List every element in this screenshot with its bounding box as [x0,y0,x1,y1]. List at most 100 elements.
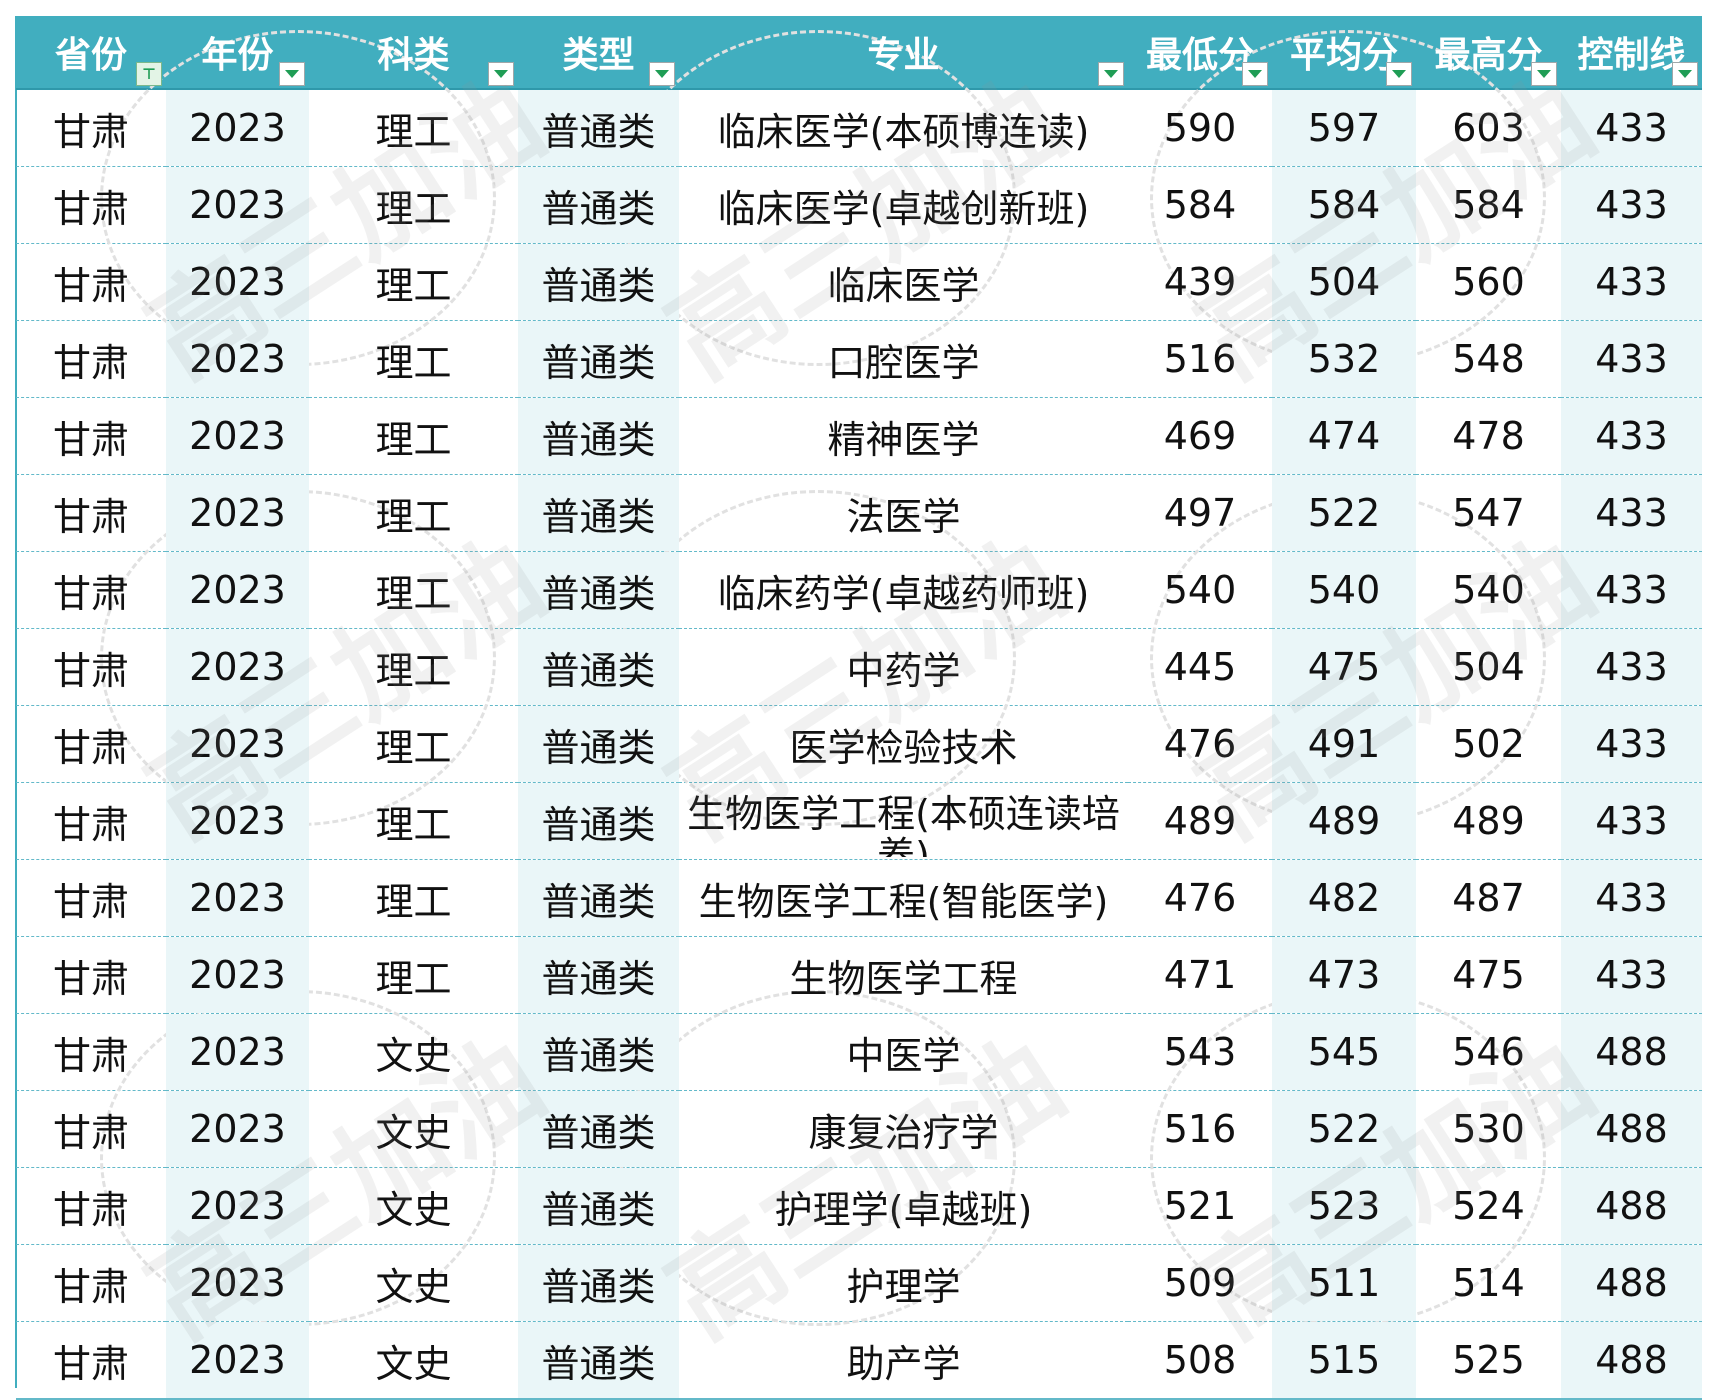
cell-major[interactable]: 临床医学(卓越创新班) [679,166,1128,244]
cell-avg-score[interactable]: 482 [1272,859,1416,937]
cell-admission-type[interactable]: 普通类 [518,859,679,937]
cell-province[interactable]: 甘肃 [16,628,166,706]
cell-admission-type[interactable]: 普通类 [518,936,679,1014]
cell-min-score[interactable]: 584 [1128,166,1272,244]
cell-subject-category[interactable]: 理工 [309,628,518,706]
cell-min-score[interactable]: 471 [1128,936,1272,1014]
cell-subject-category[interactable]: 理工 [309,243,518,321]
cell-min-score[interactable]: 476 [1128,859,1272,937]
cell-province[interactable]: 甘肃 [16,397,166,475]
cell-province[interactable]: 甘肃 [16,320,166,398]
cell-year[interactable]: 2023 [166,1013,309,1091]
filter-dropdown-icon[interactable] [1531,62,1557,86]
cell-min-score[interactable]: 476 [1128,705,1272,783]
cell-min-score[interactable]: 469 [1128,397,1272,475]
cell-province[interactable]: 甘肃 [16,166,166,244]
cell-major[interactable]: 临床药学(卓越药师班) [679,551,1128,629]
cell-year[interactable]: 2023 [166,1321,309,1400]
cell-province[interactable]: 甘肃 [16,551,166,629]
cell-subject-category[interactable]: 理工 [309,782,518,860]
cell-subject-category[interactable]: 理工 [309,89,518,167]
cell-avg-score[interactable]: 584 [1272,166,1416,244]
cell-avg-score[interactable]: 522 [1272,1090,1416,1168]
cell-admission-type[interactable]: 普通类 [518,397,679,475]
cell-control-line[interactable]: 433 [1561,89,1702,167]
cell-max-score[interactable]: 478 [1416,397,1561,475]
cell-min-score[interactable]: 508 [1128,1321,1272,1400]
cell-admission-type[interactable]: 普通类 [518,705,679,783]
cell-admission-type[interactable]: 普通类 [518,782,679,860]
cell-major[interactable]: 护理学 [679,1244,1128,1322]
cell-control-line[interactable]: 433 [1561,936,1702,1014]
cell-year[interactable]: 2023 [166,243,309,321]
cell-max-score[interactable]: 546 [1416,1013,1561,1091]
cell-admission-type[interactable]: 普通类 [518,551,679,629]
cell-max-score[interactable]: 540 [1416,551,1561,629]
cell-max-score[interactable]: 489 [1416,782,1561,860]
cell-major[interactable]: 护理学(卓越班) [679,1167,1128,1245]
cell-max-score[interactable]: 547 [1416,474,1561,552]
cell-admission-type[interactable]: 普通类 [518,1321,679,1400]
cell-control-line[interactable]: 433 [1561,320,1702,398]
cell-avg-score[interactable]: 522 [1272,474,1416,552]
cell-avg-score[interactable]: 545 [1272,1013,1416,1091]
cell-max-score[interactable]: 524 [1416,1167,1561,1245]
cell-max-score[interactable]: 502 [1416,705,1561,783]
cell-max-score[interactable]: 530 [1416,1090,1561,1168]
cell-avg-score[interactable]: 504 [1272,243,1416,321]
cell-province[interactable]: 甘肃 [16,89,166,167]
cell-province[interactable]: 甘肃 [16,859,166,937]
cell-admission-type[interactable]: 普通类 [518,1090,679,1168]
cell-min-score[interactable]: 445 [1128,628,1272,706]
cell-year[interactable]: 2023 [166,705,309,783]
cell-control-line[interactable]: 433 [1561,859,1702,937]
cell-subject-category[interactable]: 理工 [309,474,518,552]
cell-subject-category[interactable]: 文史 [309,1090,518,1168]
filter-dropdown-icon[interactable] [1386,62,1412,86]
cell-control-line[interactable]: 433 [1561,628,1702,706]
cell-control-line[interactable]: 433 [1561,551,1702,629]
cell-avg-score[interactable]: 597 [1272,89,1416,167]
cell-min-score[interactable]: 540 [1128,551,1272,629]
cell-major[interactable]: 临床医学 [679,243,1128,321]
cell-max-score[interactable]: 514 [1416,1244,1561,1322]
cell-control-line[interactable]: 433 [1561,166,1702,244]
cell-year[interactable]: 2023 [166,782,309,860]
cell-admission-type[interactable]: 普通类 [518,1013,679,1091]
cell-avg-score[interactable]: 489 [1272,782,1416,860]
cell-major[interactable]: 中药学 [679,628,1128,706]
cell-admission-type[interactable]: 普通类 [518,166,679,244]
cell-max-score[interactable]: 504 [1416,628,1561,706]
cell-province[interactable]: 甘肃 [16,1013,166,1091]
filter-dropdown-icon[interactable] [1242,62,1268,86]
cell-year[interactable]: 2023 [166,474,309,552]
cell-control-line[interactable]: 433 [1561,705,1702,783]
cell-admission-type[interactable]: 普通类 [518,1244,679,1322]
cell-year[interactable]: 2023 [166,1090,309,1168]
cell-avg-score[interactable]: 475 [1272,628,1416,706]
cell-province[interactable]: 甘肃 [16,1167,166,1245]
cell-subject-category[interactable]: 理工 [309,705,518,783]
cell-avg-score[interactable]: 532 [1272,320,1416,398]
cell-admission-type[interactable]: 普通类 [518,1167,679,1245]
cell-province[interactable]: 甘肃 [16,782,166,860]
cell-subject-category[interactable]: 理工 [309,936,518,1014]
cell-avg-score[interactable]: 474 [1272,397,1416,475]
cell-major[interactable]: 康复治疗学 [679,1090,1128,1168]
cell-province[interactable]: 甘肃 [16,936,166,1014]
filter-active-icon[interactable]: ⊤ [136,62,162,86]
cell-province[interactable]: 甘肃 [16,1090,166,1168]
cell-subject-category[interactable]: 文史 [309,1321,518,1400]
cell-year[interactable]: 2023 [166,628,309,706]
cell-subject-category[interactable]: 文史 [309,1244,518,1322]
cell-avg-score[interactable]: 540 [1272,551,1416,629]
cell-province[interactable]: 甘肃 [16,243,166,321]
cell-avg-score[interactable]: 491 [1272,705,1416,783]
cell-control-line[interactable]: 488 [1561,1090,1702,1168]
cell-max-score[interactable]: 475 [1416,936,1561,1014]
cell-major[interactable]: 临床医学(本硕博连读) [679,89,1128,167]
cell-year[interactable]: 2023 [166,1244,309,1322]
cell-year[interactable]: 2023 [166,320,309,398]
filter-dropdown-icon[interactable] [1098,62,1124,86]
cell-year[interactable]: 2023 [166,166,309,244]
